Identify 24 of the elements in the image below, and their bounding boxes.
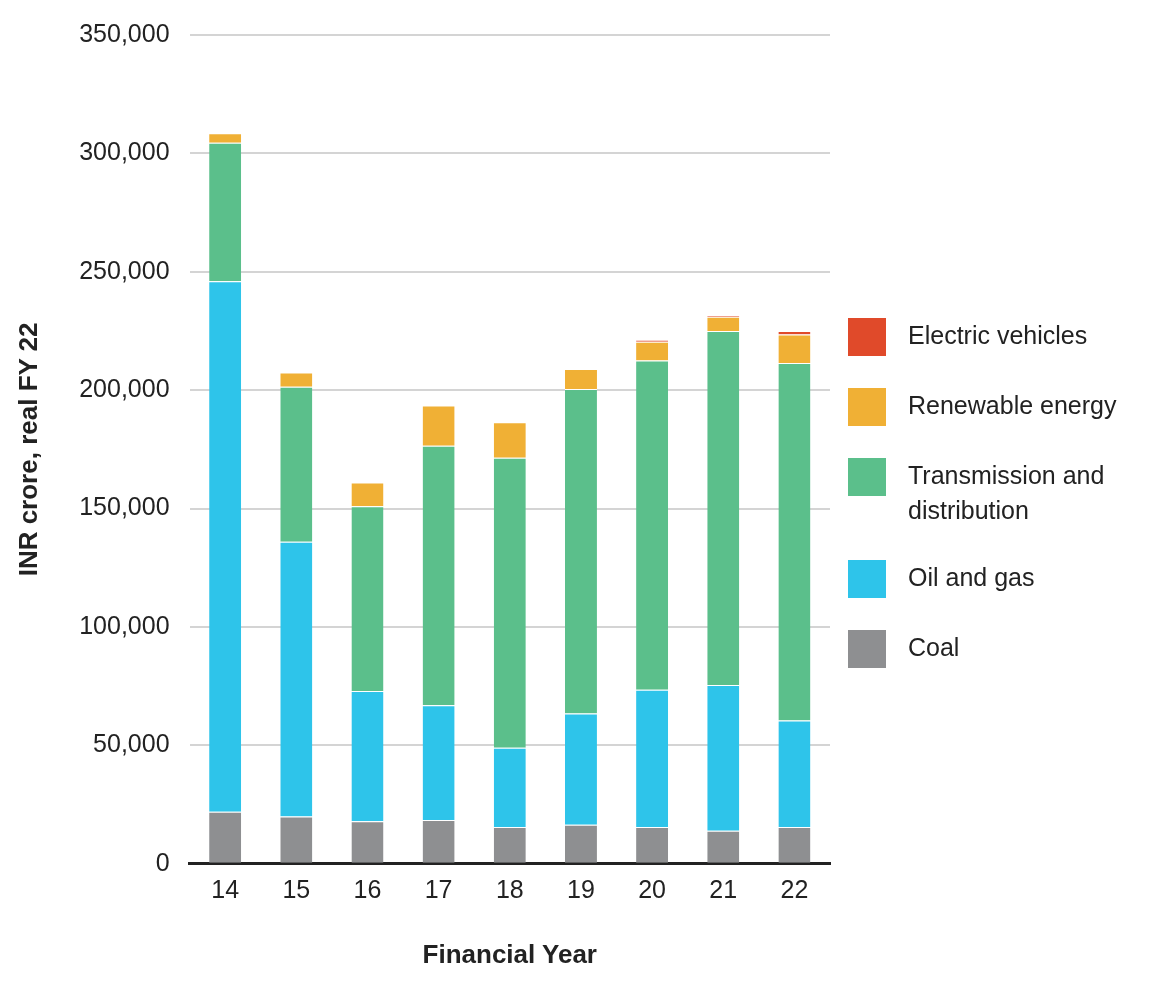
y-tick-label: 200,000 [79, 374, 170, 403]
y-tick-label: 350,000 [79, 18, 170, 47]
y-tick-label: 150,000 [79, 492, 170, 521]
legend-label: Transmission and distribution [908, 459, 1106, 526]
x-tick-label: 16 [353, 874, 382, 903]
y-tick-label: 250,000 [79, 255, 170, 284]
y-tick-label: 300,000 [79, 137, 170, 166]
x-tick-label: 15 [282, 874, 311, 903]
legend-label: Coal [908, 631, 960, 663]
x-tick-label: 17 [424, 874, 453, 903]
x-tick-label: 22 [780, 874, 809, 903]
y-tick-label: 100,000 [79, 610, 170, 639]
x-tick-label: 21 [709, 874, 738, 903]
y-tick-label: 0 [155, 847, 170, 876]
legend-label: Electric vehicles [908, 319, 1088, 351]
legend-label: Oil and gas [908, 561, 1035, 593]
y-axis-title: INR crore, real FY 22 [12, 322, 43, 577]
x-tick-label: 14 [211, 874, 240, 903]
x-tick-label: 19 [567, 874, 595, 903]
legend-label: Renewable energy [908, 389, 1117, 421]
y-tick-label: 50,000 [93, 729, 170, 758]
x-tick-label: 18 [495, 874, 524, 903]
x-axis-title: Financial Year [422, 938, 597, 969]
x-tick-label: 20 [638, 874, 667, 903]
